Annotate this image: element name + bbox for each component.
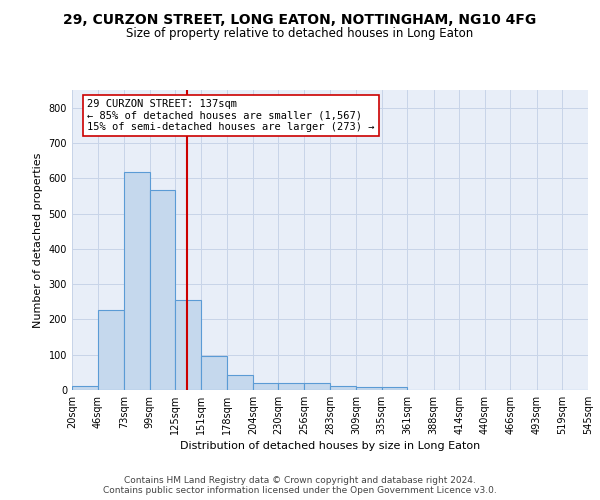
Y-axis label: Number of detached properties: Number of detached properties <box>33 152 43 328</box>
Bar <box>253 383 278 390</box>
X-axis label: Distribution of detached houses by size in Long Eaton: Distribution of detached houses by size … <box>180 441 480 451</box>
Bar <box>124 172 149 390</box>
Text: 29, CURZON STREET, LONG EATON, NOTTINGHAM, NG10 4FG: 29, CURZON STREET, LONG EATON, NOTTINGHA… <box>64 12 536 26</box>
Text: Contains HM Land Registry data © Crown copyright and database right 2024.
Contai: Contains HM Land Registry data © Crown c… <box>103 476 497 495</box>
Bar <box>72 386 98 390</box>
Bar <box>175 300 201 390</box>
Bar <box>227 375 253 390</box>
Text: 29 CURZON STREET: 137sqm
← 85% of detached houses are smaller (1,567)
15% of sem: 29 CURZON STREET: 137sqm ← 85% of detach… <box>88 99 375 132</box>
Bar <box>149 190 175 390</box>
Bar <box>304 383 331 390</box>
Bar <box>382 387 407 390</box>
Bar <box>201 356 227 390</box>
Bar <box>356 387 382 390</box>
Text: Size of property relative to detached houses in Long Eaton: Size of property relative to detached ho… <box>127 28 473 40</box>
Bar <box>278 383 304 390</box>
Bar <box>98 310 124 390</box>
Bar <box>331 386 356 390</box>
